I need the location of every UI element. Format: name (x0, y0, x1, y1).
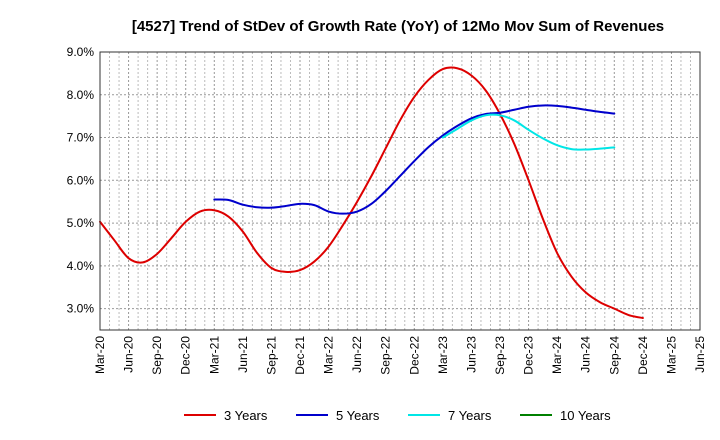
legend-label-3-years: 3 Years (224, 408, 268, 423)
y-tick-label: 5.0% (67, 216, 95, 230)
plot-frame (99, 51, 701, 331)
x-tick-label: Jun-25 (693, 336, 707, 373)
x-axis: Mar-20 Jun-20 Sep-20 Dec-20 Mar-21 Jun-21 Sep-… (93, 336, 707, 375)
series-layer (99, 66, 644, 320)
series-line-7-years (441, 113, 616, 151)
x-tick-label: Mar-24 (550, 336, 564, 374)
x-tick-label: Jun-22 (350, 336, 364, 373)
legend: 3 Years 5 Years 7 Years 10 Years (184, 408, 611, 423)
series-line-5-years (213, 104, 616, 215)
chart-title: [4527] Trend of StDev of Growth Rate (Yo… (132, 18, 664, 35)
x-tick-label: Mar-20 (93, 336, 107, 374)
x-tick-label: Sep-24 (607, 336, 621, 375)
x-tick-label: Sep-21 (264, 336, 278, 375)
y-tick-label: 6.0% (67, 173, 95, 187)
x-tick-label: Jun-24 (579, 336, 593, 373)
y-tick-label: 4.0% (67, 259, 95, 273)
y-axis: 3.0% 4.0% 5.0% 6.0% 7.0% 8.0% 9.0% (67, 45, 95, 316)
y-tick-label: 3.0% (67, 302, 95, 316)
x-tick-label: Sep-20 (150, 336, 164, 375)
x-tick-label: Jun-21 (236, 336, 250, 373)
legend-label-5-years: 5 Years (336, 408, 380, 423)
x-tick-label: Dec-22 (407, 336, 421, 375)
x-tick-label: Dec-23 (522, 336, 536, 375)
legend-label-7-years: 7 Years (448, 408, 492, 423)
x-tick-label: Sep-23 (493, 336, 507, 375)
series-line-3-years (99, 66, 644, 320)
y-tick-label: 9.0% (67, 45, 95, 59)
y-tick-label: 7.0% (67, 131, 95, 145)
x-tick-label: Sep-22 (379, 336, 393, 375)
x-tick-label: Mar-22 (322, 336, 336, 374)
legend-label-10-years: 10 Years (560, 408, 611, 423)
x-tick-label: Mar-25 (664, 336, 678, 374)
x-tick-label: Mar-23 (436, 336, 450, 374)
x-tick-label: Dec-24 (636, 336, 650, 375)
y-tick-label: 8.0% (67, 88, 95, 102)
x-tick-label: Jun-20 (122, 336, 136, 373)
x-tick-label: Jun-23 (464, 336, 478, 373)
x-tick-label: Dec-20 (179, 336, 193, 375)
x-tick-label: Dec-21 (293, 336, 307, 375)
plot-area (100, 52, 700, 330)
x-tick-label: Mar-21 (207, 336, 221, 374)
